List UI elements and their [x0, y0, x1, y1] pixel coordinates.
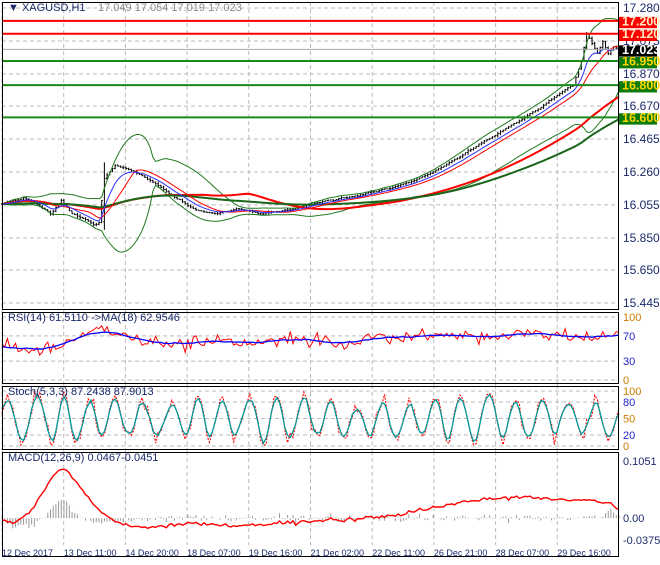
- svg-text:30: 30: [623, 356, 635, 368]
- svg-text:17.120: 17.120: [622, 27, 660, 41]
- svg-text:17.049 17.054 17.019 17.023: 17.049 17.054 17.019 17.023: [98, 2, 242, 14]
- svg-text:16.600: 16.600: [622, 111, 660, 125]
- svg-text:100: 100: [623, 312, 641, 324]
- svg-text:0: 0: [623, 441, 629, 453]
- svg-text:15.850: 15.850: [623, 231, 660, 245]
- svg-text:28 Dec 07:00: 28 Dec 07:00: [496, 548, 550, 558]
- svg-text:15.650: 15.650: [623, 263, 660, 277]
- svg-text:18 Dec 07:00: 18 Dec 07:00: [187, 548, 241, 558]
- svg-text:70: 70: [623, 331, 635, 343]
- svg-text:19 Dec 16:00: 19 Dec 16:00: [249, 548, 303, 558]
- svg-text:MACD(12,26,9) 0.0467-0.0451: MACD(12,26,9) 0.0467-0.0451: [8, 452, 158, 464]
- svg-text:16.465: 16.465: [623, 132, 660, 146]
- svg-text:17.023: 17.023: [622, 43, 660, 57]
- svg-text:80: 80: [623, 397, 635, 409]
- svg-text:16.260: 16.260: [623, 165, 660, 179]
- svg-text:13 Dec 11:00: 13 Dec 11:00: [64, 548, 117, 558]
- svg-text:21 Dec 02:00: 21 Dec 02:00: [311, 548, 365, 558]
- svg-text:22 Dec 11:00: 22 Dec 11:00: [372, 548, 425, 558]
- svg-text:0.1051: 0.1051: [623, 456, 657, 468]
- svg-text:15.445: 15.445: [623, 296, 660, 310]
- svg-text:0.00: 0.00: [623, 513, 644, 525]
- svg-text:RSI(14) 61.5110 ->MA(18) 62.9: RSI(14) 61.5110 ->MA(18) 62.9546: [8, 312, 180, 324]
- svg-text:▼ XAGUSD,H1: ▼ XAGUSD,H1: [8, 2, 86, 14]
- svg-text:16.800: 16.800: [622, 79, 660, 93]
- svg-text:17.280: 17.280: [623, 1, 660, 15]
- svg-text:26 Dec 21:00: 26 Dec 21:00: [434, 548, 488, 558]
- svg-text:12 Dec 2017: 12 Dec 2017: [2, 548, 53, 558]
- svg-text:50: 50: [623, 414, 635, 426]
- svg-text:-0.0375: -0.0375: [623, 535, 660, 547]
- svg-text:Stoch(5,3,3) 87.2438 87.9013: Stoch(5,3,3) 87.2438 87.9013: [8, 386, 154, 398]
- svg-text:14 Dec 20:00: 14 Dec 20:00: [125, 548, 179, 558]
- svg-text:16.055: 16.055: [623, 198, 660, 212]
- svg-text:29 Dec 16:00: 29 Dec 16:00: [557, 548, 611, 558]
